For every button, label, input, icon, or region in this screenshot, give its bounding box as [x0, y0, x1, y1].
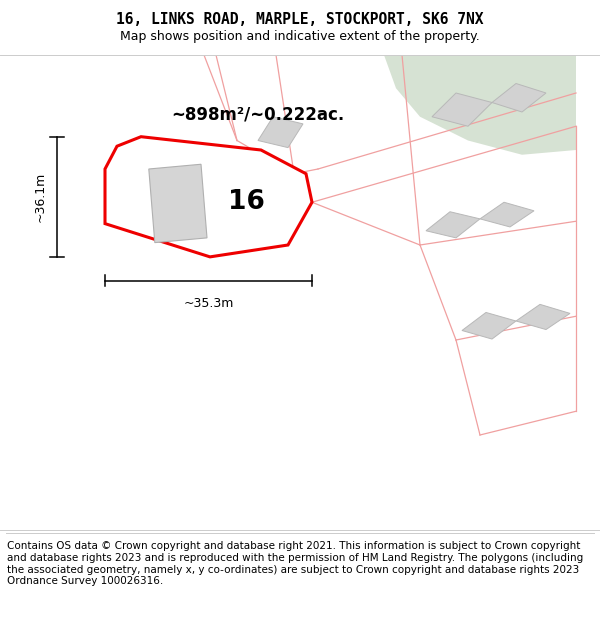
Polygon shape	[432, 93, 492, 126]
Text: 16: 16	[227, 189, 265, 215]
Text: Map shows position and indicative extent of the property.: Map shows position and indicative extent…	[120, 30, 480, 43]
Polygon shape	[258, 117, 303, 148]
Text: ~35.3m: ~35.3m	[184, 297, 233, 310]
Polygon shape	[480, 202, 534, 227]
Polygon shape	[105, 137, 312, 257]
Polygon shape	[492, 84, 546, 112]
Text: 16, LINKS ROAD, MARPLE, STOCKPORT, SK6 7NX: 16, LINKS ROAD, MARPLE, STOCKPORT, SK6 7…	[116, 12, 484, 27]
Text: Contains OS data © Crown copyright and database right 2021. This information is : Contains OS data © Crown copyright and d…	[7, 541, 583, 586]
Polygon shape	[462, 312, 516, 339]
Text: ~36.1m: ~36.1m	[34, 172, 47, 222]
Text: ~898m²/~0.222ac.: ~898m²/~0.222ac.	[171, 106, 344, 123]
Polygon shape	[516, 304, 570, 329]
Polygon shape	[384, 55, 576, 155]
Polygon shape	[426, 212, 480, 238]
Polygon shape	[149, 164, 207, 242]
